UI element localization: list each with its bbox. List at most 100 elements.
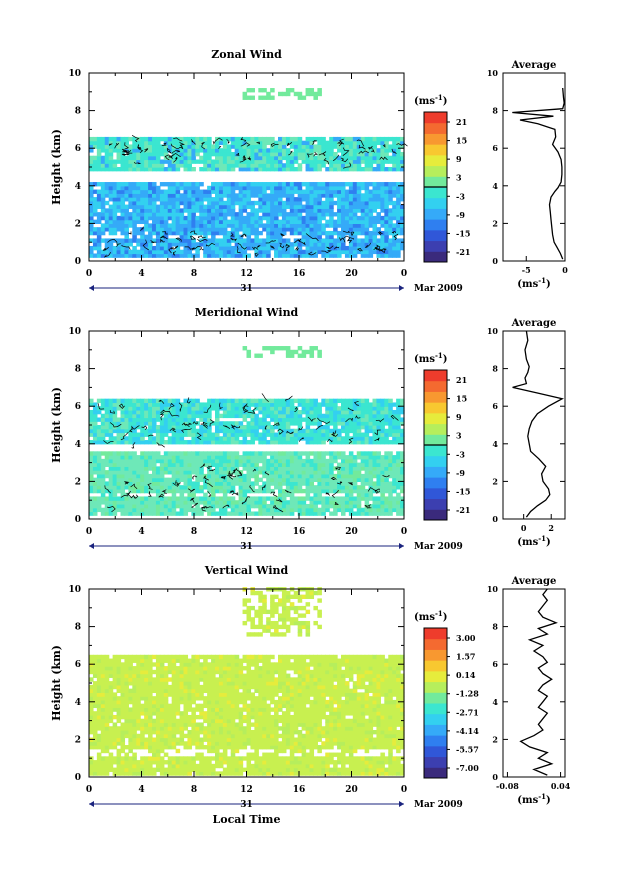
heatmap-cell xyxy=(250,88,255,93)
heatmap-cell xyxy=(152,406,157,411)
heatmap-cell xyxy=(230,189,236,194)
heatmap-cell xyxy=(270,159,275,164)
heatmap-cell xyxy=(301,470,307,475)
heatmap-cell xyxy=(179,182,185,187)
heatmap-cell xyxy=(258,455,263,460)
heatmap-cell xyxy=(309,500,315,505)
heatmap-cell xyxy=(289,200,295,206)
heatmap-cell xyxy=(92,200,98,206)
heatmap-cell xyxy=(325,496,330,501)
heatmap-cell xyxy=(329,485,334,490)
heatmap-cell xyxy=(100,144,106,149)
heatmap-cell xyxy=(175,242,181,247)
heatmap-cell xyxy=(281,204,287,209)
heatmap-cell xyxy=(222,238,228,243)
heatmap-cell xyxy=(364,234,370,240)
heatmap-cell xyxy=(333,223,338,228)
heatmap-cell xyxy=(179,215,185,221)
heatmap-cell xyxy=(218,473,224,479)
heatmap-cell xyxy=(187,197,192,202)
heatmap-cell xyxy=(305,767,311,772)
heatmap-cell xyxy=(238,249,244,255)
heatmap-cell xyxy=(238,144,244,149)
heatmap-cell xyxy=(238,771,244,776)
heatmap-cell xyxy=(152,496,157,501)
heatmap-cell xyxy=(108,432,114,437)
heatmap-cell xyxy=(270,470,275,475)
heatmap-cell xyxy=(159,144,165,149)
heatmap-cell xyxy=(242,223,248,228)
heatmap-cell xyxy=(92,455,98,460)
heatmap-cell xyxy=(144,151,149,157)
heatmap-cell xyxy=(120,477,126,482)
heatmap-cell xyxy=(222,212,228,217)
heatmap-cell xyxy=(128,253,133,258)
heatmap-cell xyxy=(293,481,299,486)
heatmap-cell xyxy=(321,451,326,456)
contour-line xyxy=(286,430,294,435)
heatmap-cell xyxy=(187,455,192,460)
heatmap-cell xyxy=(167,477,173,482)
heatmap-cell xyxy=(274,413,279,419)
heatmap-cell xyxy=(242,193,248,198)
heatmap-cell xyxy=(246,253,252,258)
heatmap-cell xyxy=(132,234,137,240)
heatmap-cell xyxy=(187,204,192,209)
heatmap-cell xyxy=(333,219,338,224)
colorbar-swatch xyxy=(424,122,447,134)
heatmap-cell xyxy=(246,242,252,247)
heatmap-cell xyxy=(254,148,259,153)
heatmap-cell xyxy=(313,477,318,482)
heatmap-cell xyxy=(325,485,330,490)
heatmap-cell xyxy=(136,155,141,161)
heatmap-cell xyxy=(246,462,252,467)
contour-line xyxy=(242,496,251,504)
heatmap-cell xyxy=(207,409,212,415)
heatmap-cell xyxy=(392,227,397,232)
contour-line xyxy=(321,250,332,254)
heatmap-cell xyxy=(175,144,181,149)
heatmap-cell xyxy=(297,230,303,236)
heatmap-cell xyxy=(368,159,374,164)
heatmap-cell xyxy=(297,455,303,460)
heatmap-cell xyxy=(333,413,338,419)
heatmap-cell xyxy=(136,771,141,776)
heatmap-cell xyxy=(116,151,122,157)
heatmap-cell xyxy=(104,507,110,513)
heatmap-cell xyxy=(175,485,181,490)
heatmap-cell xyxy=(270,95,275,100)
heatmap-cell xyxy=(297,485,303,490)
heatmap-cell xyxy=(380,159,385,164)
heatmap-cell xyxy=(203,477,208,482)
heatmap-cell xyxy=(183,242,189,247)
heatmap-cell xyxy=(167,197,173,202)
heatmap-cell xyxy=(388,413,393,419)
heatmap-cell xyxy=(289,440,295,445)
heatmap-cell xyxy=(254,151,259,157)
heatmap-cell xyxy=(293,136,299,142)
heatmap-cell xyxy=(124,193,129,198)
heatmap-cell xyxy=(234,185,240,191)
heatmap-cell xyxy=(254,242,259,247)
heatmap-cell xyxy=(368,488,374,494)
heatmap-cell xyxy=(329,182,334,187)
heatmap-cell xyxy=(140,421,145,426)
heatmap-cell xyxy=(297,346,303,351)
contour-line xyxy=(218,145,222,150)
heatmap-cell xyxy=(368,223,374,228)
heatmap-cell xyxy=(281,242,287,247)
heatmap-cell xyxy=(199,440,204,445)
heatmap-cell xyxy=(258,402,263,407)
heatmap-cell xyxy=(305,238,311,243)
heatmap-cell xyxy=(313,230,318,236)
heatmap-cell xyxy=(348,200,354,206)
contour-line xyxy=(273,422,280,427)
heatmap-cell xyxy=(207,159,212,164)
heatmap-cell xyxy=(388,215,393,221)
heatmap-cell xyxy=(293,470,299,475)
heatmap-cell xyxy=(309,432,315,437)
heatmap-cell xyxy=(238,155,244,161)
heatmap-cell xyxy=(313,466,318,471)
heatmap-cell xyxy=(258,511,263,516)
contour-line xyxy=(166,147,172,154)
